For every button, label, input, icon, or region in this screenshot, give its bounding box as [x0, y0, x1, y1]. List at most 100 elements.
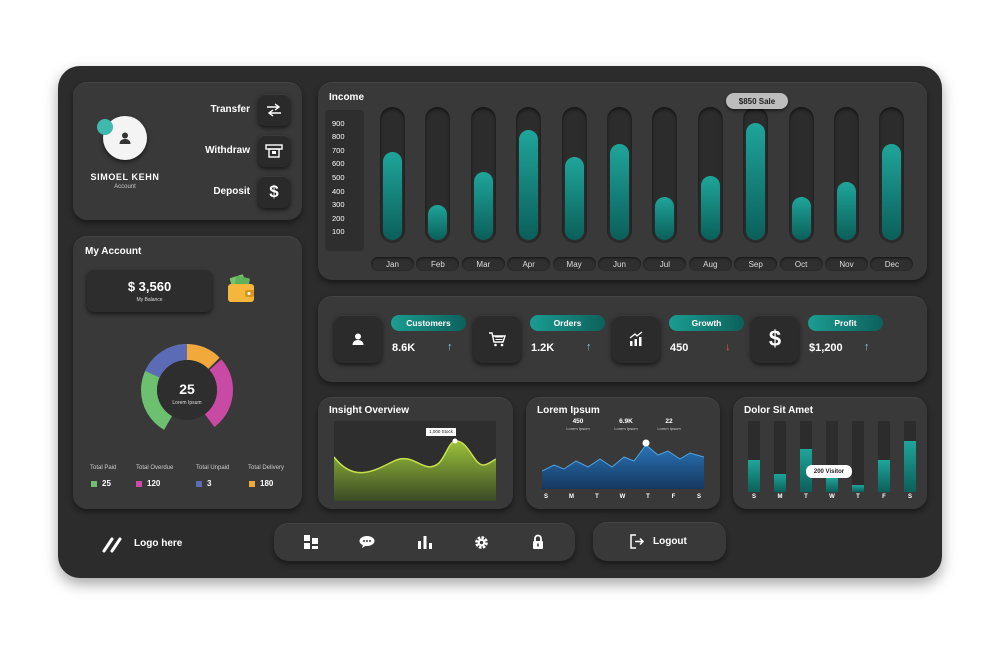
dolor-bar-track	[774, 421, 786, 492]
deposit-button[interactable]: $	[258, 176, 290, 208]
nav-chat-button[interactable]	[354, 529, 380, 555]
trend-up-icon: ↑	[864, 341, 870, 353]
income-y-tick: 300	[332, 200, 345, 210]
dolor-day-label: S	[907, 494, 912, 500]
nav-settings-button[interactable]	[468, 529, 494, 555]
income-bar[interactable]	[837, 181, 856, 240]
logout-icon	[630, 534, 645, 549]
nav-lock-button[interactable]	[525, 529, 551, 555]
income-bar-track	[561, 107, 587, 243]
income-bar[interactable]	[746, 123, 766, 240]
nav-stats-button[interactable]	[412, 529, 438, 555]
income-bar[interactable]	[610, 143, 629, 240]
withdraw-button[interactable]	[258, 135, 290, 167]
income-title: Income	[329, 92, 365, 103]
income-bar[interactable]	[882, 143, 902, 240]
dolor-bar-track	[852, 421, 864, 492]
income-bar[interactable]	[383, 151, 402, 240]
dolor-bar[interactable]	[748, 460, 760, 492]
stat-orders-icon-button[interactable]	[473, 315, 521, 363]
dolor-day-label: T	[804, 494, 808, 500]
dolor-bar[interactable]	[826, 477, 838, 492]
profile-panel: SIMOEL KEHN Account Transfer Withdraw De…	[73, 82, 302, 220]
insight-point	[452, 438, 458, 444]
income-y-tick: 600	[332, 159, 345, 169]
stat-growth-icon-button[interactable]	[612, 315, 660, 363]
transfer-label: Transfer	[210, 104, 250, 115]
logout-button[interactable]: Logout	[593, 522, 726, 561]
atm-icon	[265, 144, 283, 158]
income-y-tick: 100	[332, 227, 345, 237]
income-bar[interactable]	[655, 197, 675, 240]
legend-swatch-overdue	[136, 481, 142, 487]
stat-profit-icon-button[interactable]: $	[751, 315, 799, 363]
income-bar-track	[516, 107, 542, 243]
legend-value-overdue: 120	[147, 479, 161, 488]
income-month-label: Mar	[461, 257, 505, 271]
wallet-icon	[228, 274, 254, 302]
lorem-ipsum-panel: Lorem Ipsum 450 Lorem Ipsum 6.9K Lorem Ipsu…	[526, 397, 720, 509]
chat-icon	[359, 536, 375, 548]
dollar-icon: $	[269, 182, 279, 201]
profile-name: SIMOEL KEHN	[90, 172, 160, 182]
stat-value: 1.2K	[531, 342, 555, 354]
income-month-label: Oct	[779, 257, 823, 271]
deposit-label: Deposit	[213, 186, 250, 197]
lorem-day-label: S	[543, 494, 548, 500]
bar-chart-icon	[418, 536, 432, 549]
lorem-ipsum-title: Lorem Ipsum	[537, 405, 600, 416]
trend-down-icon: ↓	[725, 341, 731, 353]
stat-value: 8.6K	[392, 342, 416, 354]
transfer-button[interactable]	[258, 94, 290, 126]
nav-dashboard-button[interactable]	[298, 529, 324, 555]
dolor-bar[interactable]	[904, 440, 916, 492]
dolor-bar[interactable]	[852, 484, 864, 492]
legend-value-delivery: 180	[260, 479, 274, 488]
donut-segment-delivery	[141, 344, 233, 436]
dashboard-icon	[304, 535, 318, 549]
gear-icon	[474, 535, 488, 549]
balance-card: $ 3,560 My Balance	[87, 270, 212, 312]
income-bar-track	[470, 107, 496, 243]
lorem-day-label: T	[646, 494, 650, 500]
dolor-bar-track	[878, 421, 890, 492]
transfer-icon	[267, 103, 281, 117]
legend-label-unpaid: Total Unpaid	[196, 465, 230, 471]
income-month-label: May	[552, 257, 596, 271]
income-tooltip: $850 Sale	[726, 93, 788, 109]
dolor-bar[interactable]	[774, 474, 786, 492]
legend-value-paid: 25	[102, 479, 111, 488]
income-panel: Income 900 800 700 600 500 400 300 200 100 Jan Fe…	[318, 82, 927, 280]
income-month-label: Aug	[688, 257, 732, 271]
income-bar[interactable]	[428, 204, 448, 240]
lorem-day-label: T	[595, 494, 599, 500]
nav-bar	[274, 523, 575, 561]
income-y-tick: 800	[332, 132, 345, 142]
lorem-label-sub: Lorem Ipsum	[657, 426, 681, 431]
dolor-bar[interactable]	[878, 460, 890, 492]
status-dot	[97, 119, 113, 135]
legend-value-unpaid: 3	[207, 479, 212, 488]
income-month-label: Dec	[870, 257, 914, 271]
dolor-day-label: T	[856, 494, 860, 500]
income-bar[interactable]	[473, 172, 493, 240]
stat-label-pill: Customers	[391, 315, 466, 331]
income-bar[interactable]	[519, 129, 539, 240]
income-month-label: Feb	[416, 257, 460, 271]
income-bar[interactable]	[564, 156, 584, 240]
my-account-title: My Account	[85, 246, 142, 257]
lorem-day-label: S	[696, 494, 701, 500]
legend-label-delivery: Total Delivery	[248, 465, 285, 471]
lorem-day-label: W	[619, 494, 626, 500]
income-bar[interactable]	[791, 197, 811, 240]
profile-role: Account	[114, 184, 136, 190]
income-y-axis	[325, 110, 364, 251]
insight-tooltip: 1,000 Stock	[429, 429, 453, 434]
cart-icon	[489, 332, 506, 347]
income-y-tick: 500	[332, 173, 345, 182]
stat-value: 450	[670, 342, 689, 354]
my-account-panel: My Account $ 3,560 My Balance 25 Lorem I…	[73, 236, 302, 509]
lorem-label-value: 22	[665, 418, 673, 425]
income-bar[interactable]	[700, 176, 720, 240]
stat-customers-icon-button[interactable]	[334, 315, 382, 363]
